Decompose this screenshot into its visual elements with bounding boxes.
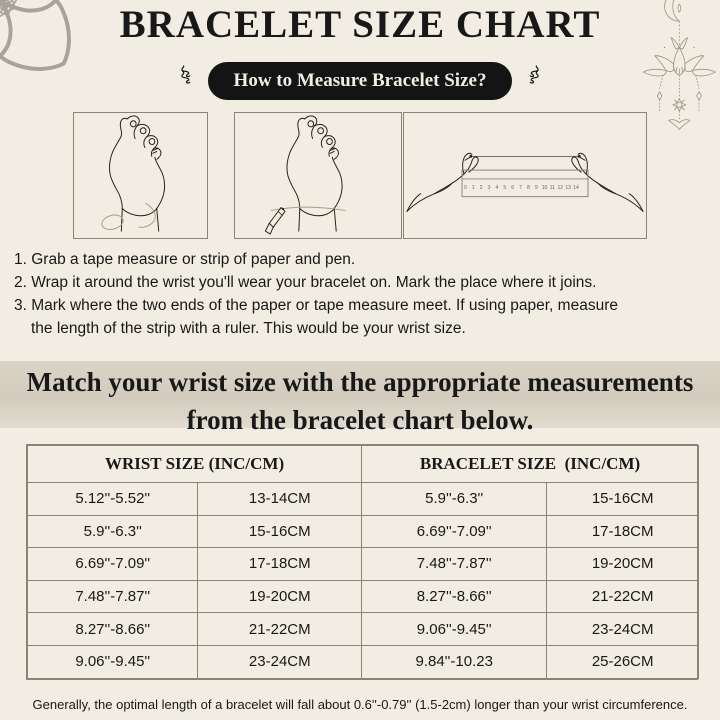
svg-text:13: 13: [565, 185, 571, 191]
svg-text:7: 7: [519, 185, 522, 191]
svg-text:8: 8: [527, 185, 530, 191]
svg-text:12: 12: [557, 185, 563, 191]
svg-text:11: 11: [550, 185, 555, 191]
svg-text:9: 9: [535, 185, 538, 191]
svg-text:0: 0: [464, 185, 467, 191]
svg-text:5: 5: [503, 185, 506, 191]
svg-text:4: 4: [495, 185, 498, 191]
svg-text:6: 6: [511, 185, 514, 191]
svg-text:1: 1: [472, 185, 475, 191]
svg-text:14: 14: [573, 185, 579, 191]
svg-text:10: 10: [542, 185, 548, 191]
svg-text:3: 3: [488, 185, 491, 191]
svg-text:2: 2: [480, 185, 483, 191]
